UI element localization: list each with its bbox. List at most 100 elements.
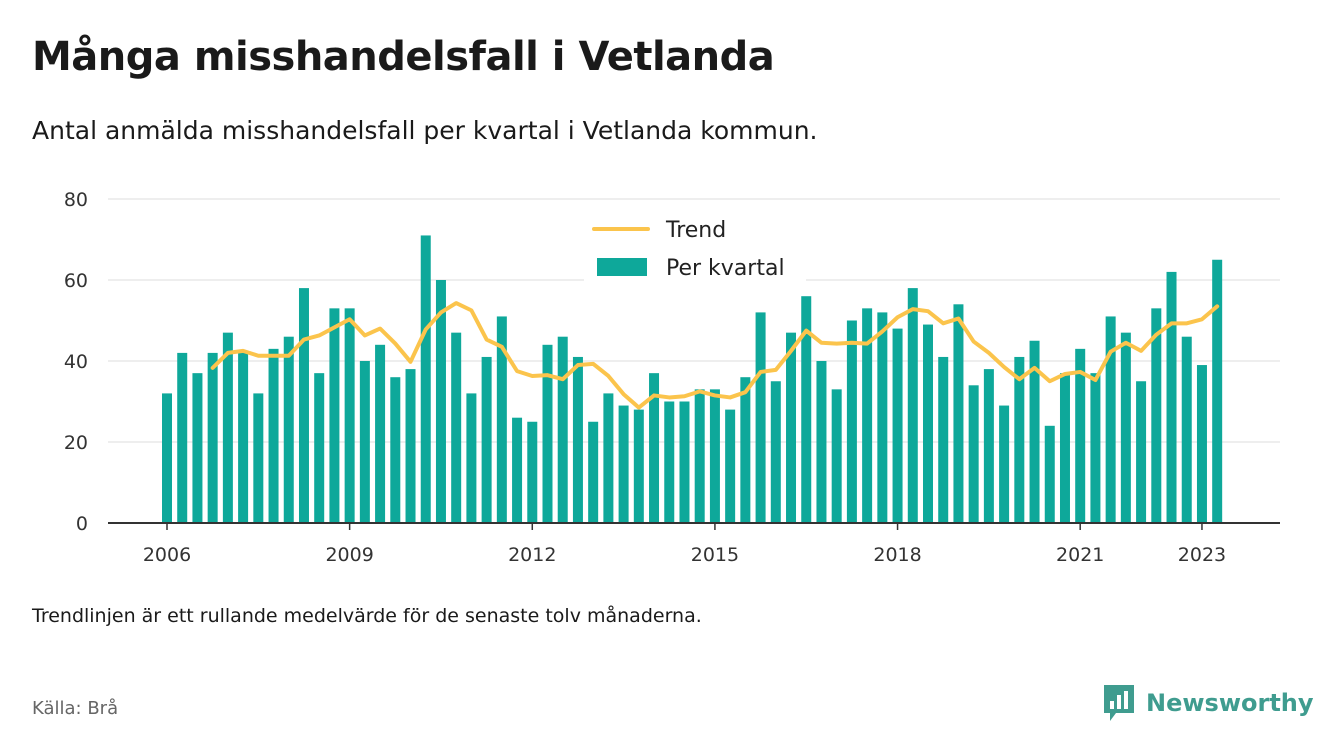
bar: [816, 361, 827, 523]
bar: [786, 332, 797, 523]
legend-bar-swatch: [597, 258, 647, 276]
x-tick-label: 2023: [1178, 544, 1226, 566]
x-tick-label: 2021: [1056, 544, 1104, 566]
bar: [1196, 365, 1207, 523]
y-axis-ticks: 0 20 40 60 80: [64, 189, 88, 535]
bar: [1181, 336, 1192, 523]
bar: [1090, 373, 1101, 523]
bar: [481, 356, 492, 523]
legend-bar-label: Per kvartal: [666, 256, 785, 281]
chart-note: Trendlinjen är ett rullande medelvärde f…: [32, 605, 702, 627]
bar: [435, 280, 446, 523]
bar: [177, 352, 188, 523]
bar: [512, 417, 523, 523]
bar-chart-speech-bubble-icon: [1104, 685, 1134, 721]
bar: [999, 405, 1010, 523]
bar: [968, 385, 979, 523]
y-tick-label: 20: [64, 432, 88, 454]
bar: [862, 308, 873, 523]
bar: [725, 409, 736, 523]
trend-line: [210, 301, 1220, 410]
bar: [268, 348, 279, 523]
bar: [1166, 271, 1177, 523]
bar: [1029, 340, 1040, 523]
y-tick-label: 0: [76, 513, 88, 535]
bar: [1075, 348, 1086, 523]
bar: [466, 393, 477, 523]
bar: [846, 320, 857, 523]
y-tick-label: 40: [64, 351, 88, 373]
trend-series: [210, 301, 1220, 410]
bar: [755, 312, 766, 523]
chart-legend: Trend Per kvartal: [584, 210, 806, 290]
bar-line-chart: 0 20 40 60 80 2006 2009 2012 2015 2018 2021 2023 T…: [64, 189, 1280, 566]
bar: [359, 361, 370, 523]
bar: [770, 381, 781, 523]
bar: [1151, 308, 1162, 523]
bar: [542, 344, 553, 523]
y-tick-label: 60: [64, 270, 88, 292]
bar: [740, 377, 751, 523]
bar: [405, 369, 416, 523]
bar: [314, 373, 325, 523]
bar: [375, 344, 386, 523]
page-subtitle: Antal anmälda misshandelsfall per kvarta…: [32, 116, 818, 145]
x-tick-label: 2018: [873, 544, 921, 566]
bar: [649, 373, 660, 523]
bar: [283, 336, 294, 523]
legend-trend-label: Trend: [665, 218, 726, 243]
legend-background: [584, 210, 806, 290]
bar: [238, 352, 249, 523]
brand-logo: Newsworthy: [1102, 682, 1314, 724]
bar: [694, 389, 705, 523]
page-title: Många misshandelsfall i Vetlanda: [32, 34, 775, 80]
bar: [679, 401, 690, 523]
bar: [603, 393, 614, 523]
bar: [633, 409, 644, 523]
bar: [496, 316, 507, 523]
bar: [572, 356, 583, 523]
bar: [953, 304, 964, 523]
bar: [162, 393, 172, 523]
source-label: Källa: Brå: [32, 698, 119, 719]
bar: [1014, 356, 1025, 523]
bar: [1105, 316, 1116, 523]
bar: [253, 393, 264, 523]
x-tick-label: 2012: [508, 544, 556, 566]
bar: [1059, 373, 1070, 523]
bar: [983, 369, 994, 523]
bar: [527, 421, 538, 523]
bar: [207, 352, 218, 523]
bar: [222, 332, 233, 523]
bar: [1212, 259, 1223, 523]
bar: [801, 296, 812, 523]
bar: [664, 401, 675, 523]
bar: [1136, 381, 1147, 523]
bar: [938, 356, 949, 523]
bar-series: [162, 235, 1223, 523]
bar: [831, 389, 842, 523]
bar: [618, 405, 629, 523]
x-axis-ticks: 2006 2009 2012 2015 2018 2021 2023: [143, 523, 1226, 566]
bar: [298, 288, 309, 523]
bar: [420, 235, 431, 523]
x-tick-label: 2015: [691, 544, 739, 566]
bar: [877, 312, 888, 523]
bar: [1120, 332, 1131, 523]
bar: [557, 336, 568, 523]
bar: [709, 389, 720, 523]
bar: [451, 332, 462, 523]
bar: [329, 308, 340, 523]
bar: [923, 324, 933, 523]
brand-name: Newsworthy: [1146, 689, 1314, 717]
x-tick-label: 2009: [325, 544, 373, 566]
bar: [892, 328, 903, 523]
bar: [1044, 425, 1055, 523]
bar: [344, 308, 355, 523]
bar: [588, 421, 599, 523]
bar: [907, 288, 918, 523]
x-tick-label: 2006: [143, 544, 191, 566]
bar: [192, 373, 203, 523]
y-tick-label: 80: [64, 189, 88, 211]
bar: [390, 377, 401, 523]
